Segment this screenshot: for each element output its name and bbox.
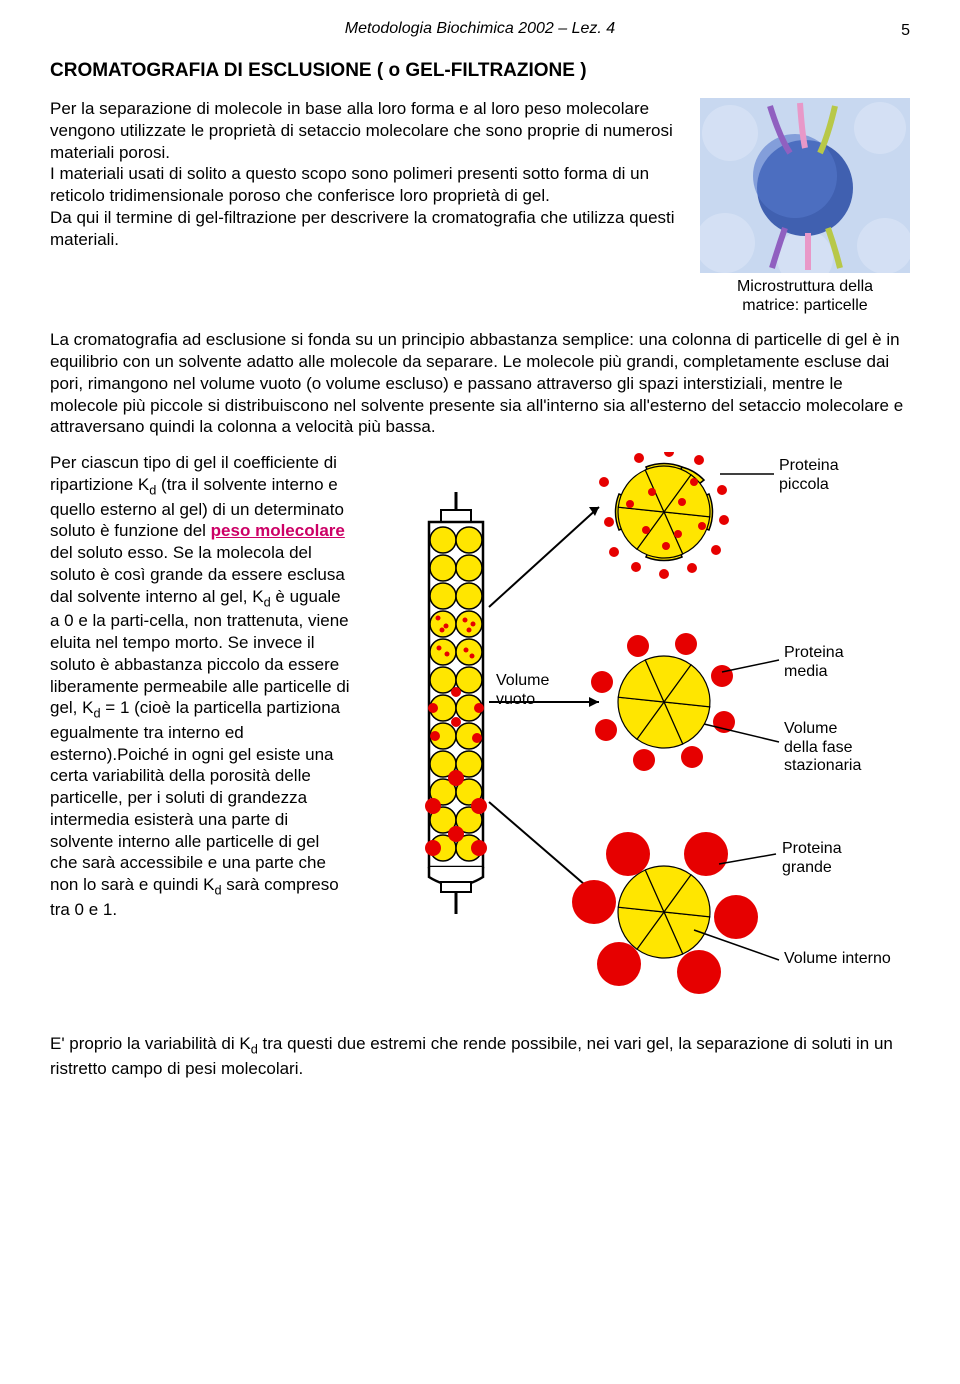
closing-sub: d	[251, 1042, 258, 1057]
lt-sub4: d	[214, 883, 221, 898]
peso-molecolare: peso molecolare	[211, 521, 345, 540]
intro-text: Per la separazione di molecole in base a…	[50, 98, 680, 315]
main-title: CROMATOGRAFIA DI ESCLUSIONE ( o GEL-FILT…	[50, 60, 910, 82]
label-proteina-grande: Proteina grande	[782, 840, 842, 877]
lt-sub3: d	[93, 706, 100, 721]
intro-p1: Per la separazione di molecole in base a…	[50, 99, 673, 162]
label-volume-interno: Volume interno	[784, 950, 891, 968]
paragraph-2: La cromatografia ad esclusione si fonda …	[50, 329, 910, 438]
label-volume-vuoto: Volume vuoto	[496, 672, 549, 709]
label-proteina-piccola: Proteina piccola	[779, 457, 839, 494]
closing-paragraph: E' proprio la variabilità di Kd tra ques…	[50, 1033, 910, 1079]
intro-p2: I materiali usati di solito a questo sco…	[50, 164, 649, 205]
intro-p3: Da qui il termine di gel-filtrazione per…	[50, 208, 675, 249]
diagram-area: Volume vuoto Proteina piccola Proteina m…	[364, 452, 910, 1017]
left-column-text: Per ciascun tipo di gel il coefficiente …	[50, 452, 350, 1017]
micro-caption-l2: matrice: particelle	[742, 297, 867, 314]
microstructure-figure: Microstruttura della matrice: particelle	[700, 98, 910, 315]
label-volume-fase: Volume della fase stazionaria	[784, 720, 861, 775]
lt-sub2: d	[264, 594, 271, 609]
label-proteina-media: Proteina media	[784, 644, 844, 681]
micro-caption-l1: Microstruttura della	[737, 278, 873, 295]
closing-seg1: E' proprio la variabilità di K	[50, 1034, 251, 1053]
lt-seg5: = 1 (cioè la particella partiziona egual…	[50, 698, 340, 894]
microstructure-svg	[700, 98, 910, 273]
